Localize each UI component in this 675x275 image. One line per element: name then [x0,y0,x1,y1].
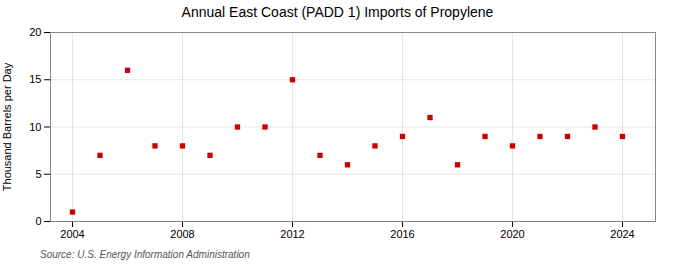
svg-text:0: 0 [35,215,41,227]
svg-text:10: 10 [29,121,41,133]
svg-text:2020: 2020 [500,228,524,240]
svg-text:2016: 2016 [390,228,414,240]
html-text:Annual East Coast (PADD 1) Imp: Annual East Coast (PADD 1) Imports of Pr… [181,4,494,20]
svg-text:2008: 2008 [170,228,194,240]
svg-text:20: 20 [29,26,41,38]
svg-text:2004: 2004 [60,228,84,240]
svg-text:2024: 2024 [610,228,634,240]
svg-text:15: 15 [29,73,41,85]
svg-text:5: 5 [35,168,41,180]
html-text:Source: U.S. Energy Informatio: Source: U.S. Energy Information Administ… [40,249,250,260]
svg-text:2012: 2012 [280,228,304,240]
svg-text:Thousand Barrels per Day: Thousand Barrels per Day [1,62,13,191]
